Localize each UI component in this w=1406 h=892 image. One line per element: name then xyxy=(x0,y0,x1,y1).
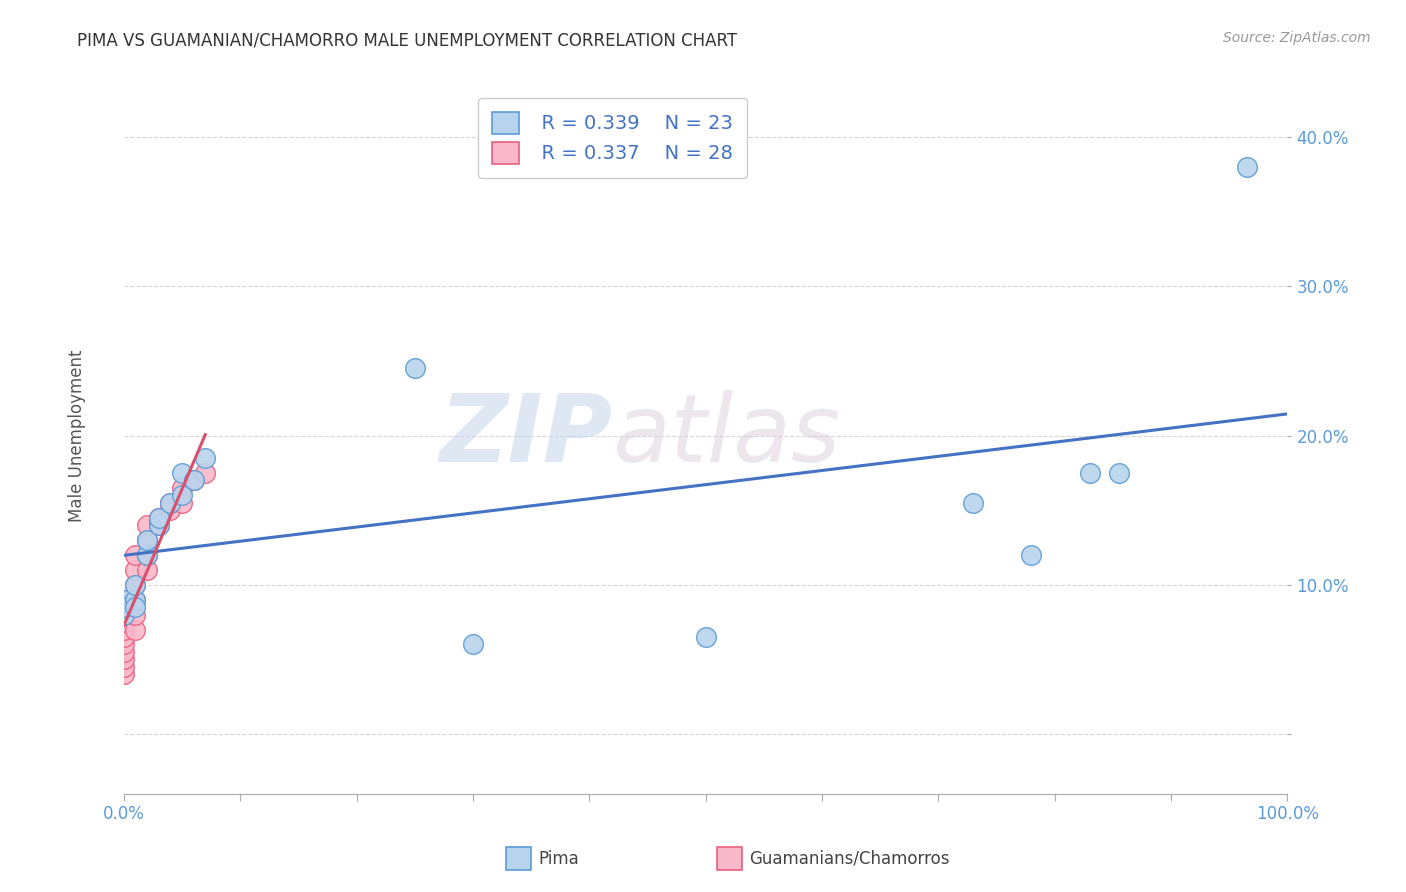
Legend:   R = 0.339    N = 23,   R = 0.337    N = 28: R = 0.339 N = 23, R = 0.337 N = 28 xyxy=(478,98,747,178)
Text: Source: ZipAtlas.com: Source: ZipAtlas.com xyxy=(1223,31,1371,45)
Point xyxy=(170,496,193,510)
Point xyxy=(461,637,484,651)
Point xyxy=(112,615,135,629)
Text: atlas: atlas xyxy=(613,390,841,481)
Point xyxy=(148,510,170,524)
Point xyxy=(136,548,159,562)
Point xyxy=(112,660,135,674)
Point xyxy=(124,548,146,562)
Point xyxy=(112,652,135,666)
Point xyxy=(124,578,146,592)
Point xyxy=(112,600,135,615)
Text: Guamanians/Chamorros: Guamanians/Chamorros xyxy=(749,849,950,868)
Point xyxy=(124,600,146,615)
Point xyxy=(124,592,146,607)
Point xyxy=(112,600,135,615)
Point xyxy=(1108,466,1130,480)
Text: Male Unemployment: Male Unemployment xyxy=(69,350,86,522)
Point xyxy=(112,667,135,681)
Point xyxy=(124,607,146,622)
Point xyxy=(183,473,205,487)
Point xyxy=(112,623,135,637)
Point xyxy=(159,496,181,510)
Point xyxy=(1078,466,1101,480)
Point xyxy=(112,645,135,659)
Point xyxy=(112,607,135,622)
Point xyxy=(962,496,984,510)
Point xyxy=(136,518,159,533)
Point xyxy=(148,518,170,533)
Point xyxy=(112,592,135,607)
Point xyxy=(183,473,205,487)
Point xyxy=(124,592,146,607)
Point xyxy=(112,607,135,622)
Point xyxy=(159,496,181,510)
Point xyxy=(112,630,135,644)
Text: ZIP: ZIP xyxy=(440,390,613,482)
Point xyxy=(136,533,159,547)
Point xyxy=(170,488,193,502)
Point xyxy=(1236,160,1258,174)
Point xyxy=(194,450,217,465)
Point xyxy=(136,533,159,547)
Text: PIMA VS GUAMANIAN/CHAMORRO MALE UNEMPLOYMENT CORRELATION CHART: PIMA VS GUAMANIAN/CHAMORRO MALE UNEMPLOY… xyxy=(77,31,738,49)
Point xyxy=(1021,548,1043,562)
Point xyxy=(404,361,426,376)
Point xyxy=(136,563,159,577)
Point xyxy=(112,592,135,607)
Point xyxy=(112,637,135,651)
Point xyxy=(148,518,170,533)
Point xyxy=(170,481,193,495)
Point xyxy=(124,563,146,577)
Point xyxy=(159,503,181,517)
Point xyxy=(148,510,170,524)
Point xyxy=(194,466,217,480)
Point xyxy=(136,548,159,562)
Text: Pima: Pima xyxy=(538,849,579,868)
Point xyxy=(124,578,146,592)
Point xyxy=(124,623,146,637)
Point xyxy=(695,630,717,644)
Point xyxy=(170,466,193,480)
